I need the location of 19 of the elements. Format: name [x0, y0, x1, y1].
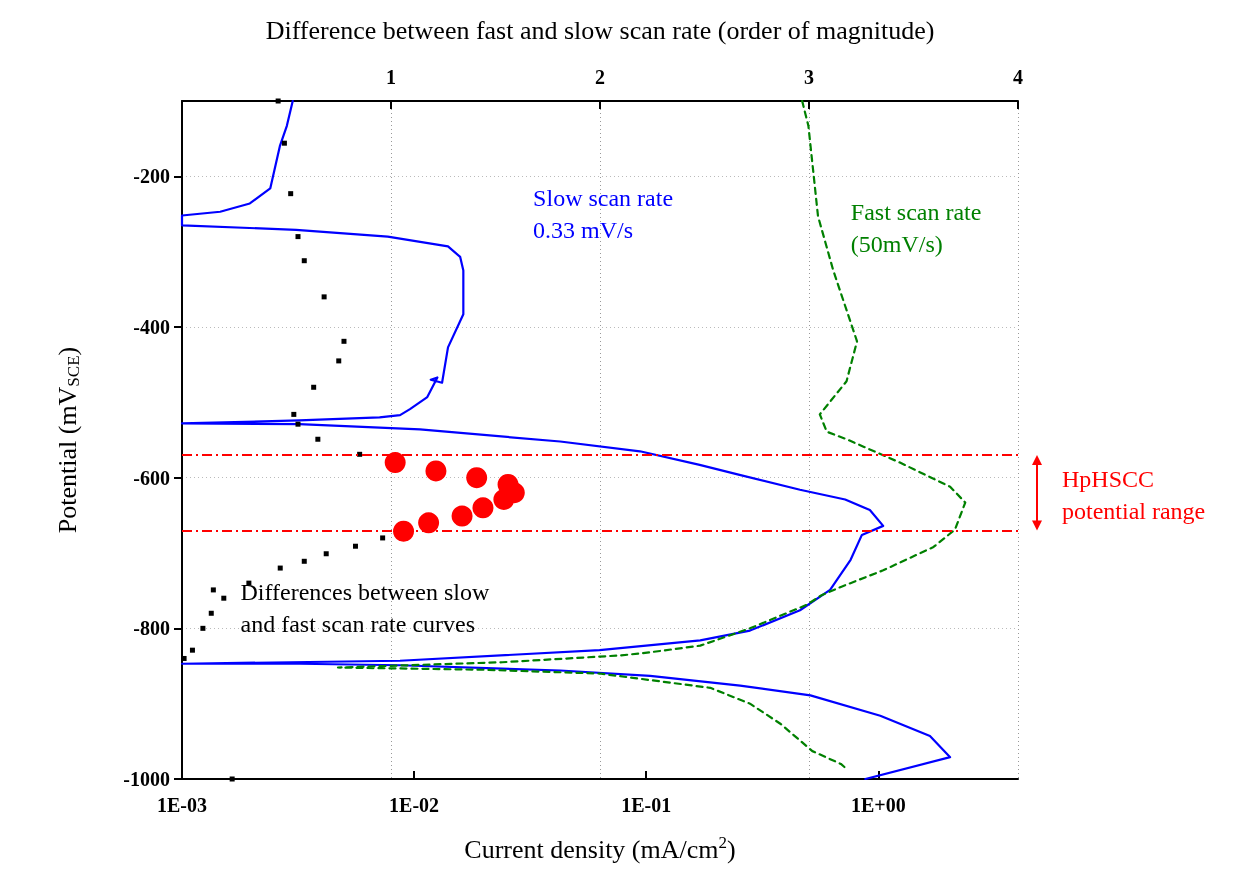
x2-tick-label: 4 [1013, 66, 1023, 88]
text: Slow scan rate 0.33 mV/s [533, 185, 680, 244]
y-axis-title: Potential (mVSCE) [53, 346, 83, 534]
x2-tick-label: 1 [386, 66, 396, 88]
text: HpHSCC potential range [1062, 465, 1206, 524]
y-tick-label: -1000 [123, 768, 170, 790]
series-label: Differences between slow and fast scan rate curves [240, 578, 496, 637]
x-tick-label: 1E+00 [850, 794, 906, 816]
x-tick-label: 1E-02 [389, 794, 440, 816]
y-tick-label: -400 [133, 316, 170, 338]
series-label: Fast scan rate (50mV/s) [850, 198, 988, 257]
y-tick-label: -800 [133, 617, 170, 640]
x2-axis-title: Difference between fast and slow scan rate (order of magnitude) [265, 15, 935, 45]
x-tick-label: 1E-01 [621, 794, 672, 816]
x2-tick-label: 3 [804, 66, 814, 88]
y-tick-label: -600 [133, 466, 170, 489]
x2-tick-label: 2 [595, 66, 605, 88]
y-tick-label: -200 [133, 165, 170, 188]
x-tick-label: 1E-03 [157, 794, 207, 816]
